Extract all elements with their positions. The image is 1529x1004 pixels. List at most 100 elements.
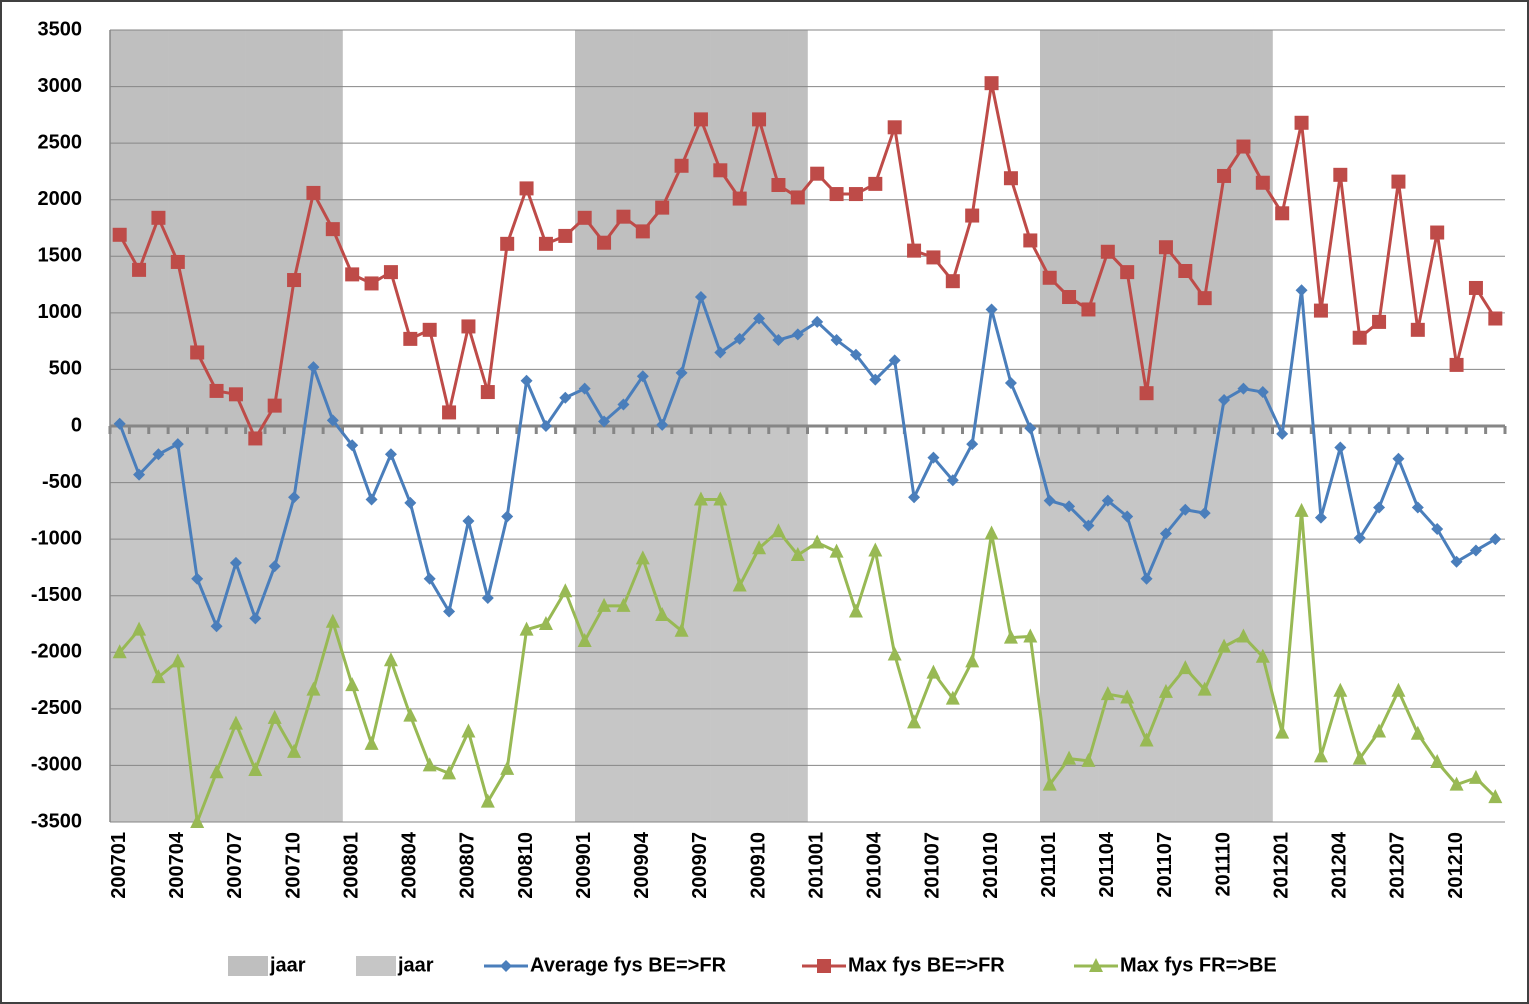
marker bbox=[1158, 240, 1173, 255]
x-tick-label: 200710 bbox=[282, 832, 304, 899]
marker bbox=[1489, 533, 1502, 546]
bar bbox=[284, 426, 305, 822]
bar bbox=[226, 426, 246, 822]
x-tick-label: 201104 bbox=[1096, 831, 1118, 898]
marker bbox=[1063, 500, 1076, 513]
x-tick-label: 200707 bbox=[224, 832, 246, 899]
marker bbox=[229, 556, 242, 569]
marker bbox=[461, 723, 476, 738]
marker bbox=[1100, 244, 1115, 259]
marker bbox=[500, 960, 512, 972]
marker bbox=[965, 208, 980, 223]
bar bbox=[1214, 30, 1235, 426]
marker bbox=[1352, 750, 1367, 765]
marker bbox=[346, 439, 359, 452]
marker bbox=[849, 348, 862, 361]
bar bbox=[575, 30, 595, 426]
marker bbox=[520, 374, 533, 387]
y-tick-label: -3000 bbox=[31, 754, 82, 776]
marker bbox=[345, 267, 360, 282]
marker bbox=[132, 262, 147, 277]
marker bbox=[694, 291, 707, 304]
marker bbox=[1372, 723, 1387, 738]
bar bbox=[110, 426, 130, 822]
marker bbox=[985, 303, 998, 316]
marker bbox=[1178, 660, 1193, 675]
bar bbox=[1117, 30, 1138, 426]
bar bbox=[1098, 30, 1118, 426]
marker bbox=[1314, 511, 1327, 524]
legend-label: Average fys BE=>FR bbox=[530, 954, 727, 976]
bar bbox=[168, 426, 188, 822]
marker bbox=[500, 236, 515, 251]
marker bbox=[519, 621, 534, 636]
legend-label: Max fys FR=>BE bbox=[1120, 954, 1277, 976]
bar bbox=[1156, 426, 1176, 822]
y-tick-label: 2500 bbox=[38, 131, 83, 153]
marker bbox=[829, 543, 844, 558]
bar bbox=[1233, 426, 1254, 822]
marker bbox=[733, 332, 746, 345]
marker bbox=[519, 181, 534, 196]
marker bbox=[443, 605, 456, 618]
x-tick-label: 200704 bbox=[166, 831, 188, 899]
legend-label: jaar bbox=[397, 954, 434, 976]
marker bbox=[598, 415, 611, 428]
marker bbox=[616, 597, 631, 612]
marker bbox=[1217, 638, 1232, 653]
y-tick-label: -2000 bbox=[31, 641, 82, 663]
bar bbox=[575, 426, 595, 822]
marker bbox=[422, 322, 437, 337]
marker bbox=[268, 560, 281, 573]
marker bbox=[597, 235, 612, 250]
marker bbox=[1276, 427, 1289, 440]
bar bbox=[226, 30, 246, 426]
x-tick-label: 201001 bbox=[805, 832, 827, 899]
marker bbox=[732, 577, 747, 592]
marker bbox=[1468, 280, 1483, 295]
marker bbox=[752, 540, 767, 555]
marker bbox=[848, 187, 863, 202]
marker bbox=[442, 765, 457, 780]
y-tick-label: -1000 bbox=[31, 527, 82, 549]
bar bbox=[691, 30, 711, 426]
marker bbox=[1159, 527, 1172, 540]
marker bbox=[887, 120, 902, 135]
marker bbox=[209, 764, 224, 779]
marker bbox=[817, 959, 831, 973]
x-tick-label: 201204 bbox=[1329, 831, 1351, 899]
marker bbox=[1372, 314, 1387, 329]
x-tick-label: 201207 bbox=[1387, 832, 1409, 899]
marker bbox=[558, 228, 573, 243]
marker bbox=[1236, 628, 1251, 643]
x-tick-label: 200904 bbox=[631, 831, 653, 899]
marker bbox=[1081, 752, 1096, 767]
marker bbox=[869, 373, 882, 386]
bar bbox=[1040, 426, 1060, 822]
y-tick-label: -2500 bbox=[31, 697, 82, 719]
marker bbox=[480, 385, 495, 400]
marker bbox=[790, 546, 805, 561]
marker bbox=[170, 254, 185, 269]
marker bbox=[1197, 291, 1212, 306]
marker bbox=[1121, 510, 1134, 523]
marker bbox=[926, 250, 941, 265]
marker bbox=[1198, 507, 1211, 520]
marker bbox=[364, 276, 379, 291]
marker bbox=[617, 398, 630, 411]
marker bbox=[577, 210, 592, 225]
bar bbox=[788, 426, 808, 822]
x-tick-label: 200910 bbox=[747, 832, 769, 899]
x-tick-label: 200901 bbox=[573, 832, 595, 899]
marker bbox=[422, 757, 437, 772]
y-tick-label: 1500 bbox=[38, 245, 83, 267]
marker bbox=[713, 491, 728, 506]
bar bbox=[613, 426, 634, 822]
bar bbox=[1098, 426, 1118, 822]
marker bbox=[1353, 532, 1366, 545]
bar bbox=[749, 426, 770, 822]
marker bbox=[325, 613, 340, 628]
marker bbox=[830, 334, 843, 347]
y-tick-label: -3500 bbox=[31, 810, 82, 832]
marker bbox=[1275, 206, 1290, 221]
